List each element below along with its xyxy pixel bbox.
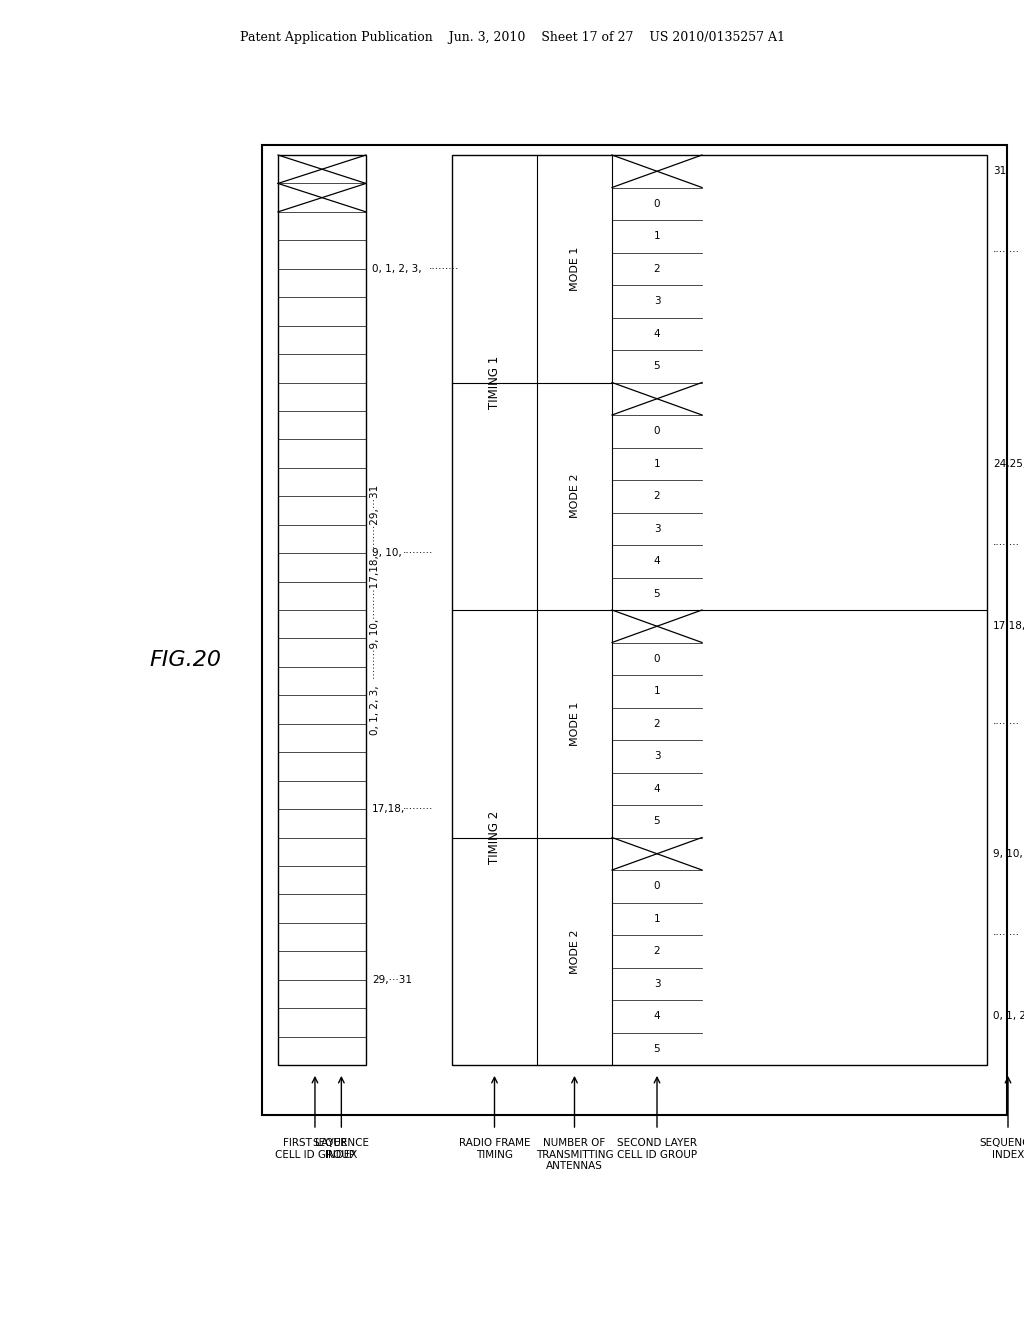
Text: 0: 0 [653, 199, 660, 209]
Text: 2: 2 [653, 264, 660, 273]
Text: 31: 31 [993, 166, 1007, 177]
Text: TIMING 2: TIMING 2 [488, 810, 501, 865]
Text: 1: 1 [653, 913, 660, 924]
Text: 17,18,: 17,18, [993, 622, 1024, 631]
Text: 1: 1 [653, 459, 660, 469]
Text: ·········: ········· [403, 548, 433, 558]
Text: 0, 1, 2, 3,: 0, 1, 2, 3, [993, 1011, 1024, 1022]
Text: 3: 3 [653, 978, 660, 989]
Text: 1: 1 [653, 686, 660, 696]
Text: MODE 2: MODE 2 [569, 474, 580, 519]
Text: ········: ········ [993, 540, 1020, 550]
Text: 4: 4 [653, 784, 660, 793]
Text: 4: 4 [653, 1011, 660, 1022]
Text: 5: 5 [653, 816, 660, 826]
Text: ········: ········ [993, 248, 1020, 257]
Text: 17,18,: 17,18, [372, 804, 406, 814]
Text: 0: 0 [653, 653, 660, 664]
Text: MODE 1: MODE 1 [569, 701, 580, 746]
Text: FIRST LAYER
CELL ID GROUP: FIRST LAYER CELL ID GROUP [274, 1138, 355, 1159]
Text: 5: 5 [653, 1044, 660, 1053]
Text: ········: ········ [993, 931, 1020, 940]
Text: MODE 1: MODE 1 [569, 247, 580, 290]
Text: ········: ········ [993, 719, 1020, 729]
Text: 0: 0 [653, 426, 660, 436]
Text: SEQUENCE
INDEX: SEQUENCE INDEX [313, 1138, 370, 1159]
Text: NUMBER OF
TRANSMITTING
ANTENNAS: NUMBER OF TRANSMITTING ANTENNAS [536, 1138, 613, 1171]
Text: 24,25,: 24,25, [993, 459, 1024, 469]
Text: 4: 4 [653, 556, 660, 566]
Bar [452, 154, 987, 1065]
Text: 9, 10,: 9, 10, [993, 849, 1023, 859]
Text: 1: 1 [653, 231, 660, 242]
Bar [262, 145, 1007, 1115]
Text: SECOND LAYER
CELL ID GROUP: SECOND LAYER CELL ID GROUP [616, 1138, 697, 1159]
Text: 0: 0 [653, 882, 660, 891]
Text: 4: 4 [653, 329, 660, 339]
Text: RADIO FRAME
TIMING: RADIO FRAME TIMING [459, 1138, 530, 1159]
Text: 9, 10,: 9, 10, [372, 548, 401, 558]
Text: 2: 2 [653, 491, 660, 502]
Text: 0, 1, 2, 3,: 0, 1, 2, 3, [372, 264, 422, 273]
Text: TIMING 1: TIMING 1 [488, 356, 501, 409]
Text: 3: 3 [653, 524, 660, 533]
Text: MODE 2: MODE 2 [569, 929, 580, 974]
Text: ·········: ········· [403, 804, 433, 814]
Text: 3: 3 [653, 296, 660, 306]
Text: 5: 5 [653, 589, 660, 599]
Text: FIG.20: FIG.20 [150, 649, 221, 671]
Text: Patent Application Publication    Jun. 3, 2010    Sheet 17 of 27    US 2010/0135: Patent Application Publication Jun. 3, 2… [240, 32, 784, 45]
Text: ·········: ········· [429, 264, 460, 273]
Text: 0, 1, 2, 3,  ·········9, 10,·········17,18,·········29,···31: 0, 1, 2, 3, ·········9, 10,·········17,1… [370, 484, 380, 735]
Text: 2: 2 [653, 719, 660, 729]
Text: 5: 5 [653, 362, 660, 371]
Bar [278, 154, 366, 1065]
Text: 3: 3 [653, 751, 660, 762]
Text: SEQUENCE
INDEX: SEQUENCE INDEX [980, 1138, 1024, 1159]
Text: 2: 2 [653, 946, 660, 956]
Text: 29,···31: 29,···31 [372, 974, 412, 985]
